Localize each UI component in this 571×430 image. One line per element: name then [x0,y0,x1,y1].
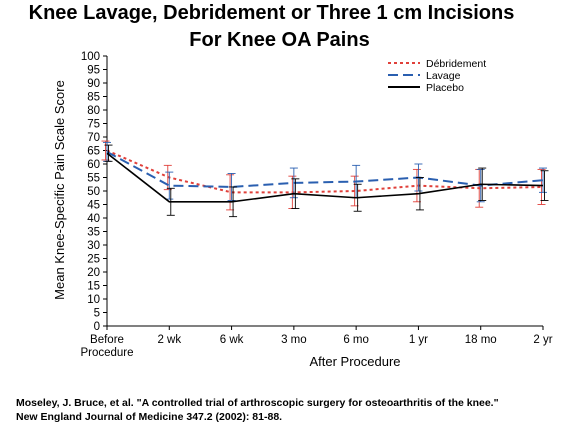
y-tick-label: 90 [87,78,100,90]
citation-line-1: Moseley, J. Bruce, et al. "A controlled … [16,397,499,409]
citation-line-2: New England Journal of Medicine 347.2 (2… [16,411,283,423]
y-tick-label: 80 [87,105,100,117]
y-tick-label: 25 [87,254,100,266]
y-tick-label: 55 [87,173,100,185]
x-tick-label: 1 yr [409,334,428,346]
series-group [101,140,549,218]
y-tick-label: 85 [87,92,100,104]
x-axis-title: After Procedure [309,354,400,369]
y-tick-label: 0 [94,321,100,333]
x-tick-label: Before [90,334,124,346]
y-tick-label: 35 [87,227,100,239]
series-dbridement [101,140,546,211]
legend-label: Placebo [426,82,464,94]
x-tick-label: 3 mo [281,334,307,346]
series-lavage [103,141,547,203]
x-tick-label: 2 yr [533,334,552,346]
series-line [106,150,544,188]
y-tick-label: 60 [87,159,100,171]
legend-label: Lavage [426,70,461,82]
legend-label: Débridement [426,58,486,70]
y-tick-label: 20 [87,267,100,279]
y-tick-label: 40 [87,213,100,225]
x-tick-label: 2 wk [157,334,181,346]
y-tick-label: 65 [87,146,100,158]
chart-title-line-2: For Knee OA Pains [189,29,370,51]
y-tick-label: 75 [87,119,100,131]
y-tick-label: 10 [87,294,100,306]
citation: Moseley, J. Bruce, et al. "A controlled … [16,396,566,424]
series-line [106,149,544,194]
axes [106,56,543,327]
y-tick-label: 45 [87,200,100,212]
series-line [106,152,544,203]
y-tick-label: 15 [87,281,100,293]
x-tick-label: 6 wk [220,334,244,346]
x-tick-label: Procedure [80,347,133,359]
series-placebo [104,144,549,218]
y-tick-label: 70 [87,132,100,144]
y-tick-label: 5 [94,308,100,320]
y-axis-title: Mean Knee-Specific Pain Scale Score [52,80,67,300]
x-tick-label: 6 mo [343,334,369,346]
y-tick-label: 50 [87,186,100,198]
x-tick-label: 18 mo [465,334,497,346]
chart-title-line-1: Knee Lavage, Debridement or Three 1 cm I… [28,2,515,24]
y-tick-label: 100 [81,51,100,63]
y-tick-label: 30 [87,240,100,252]
y-tick-label: 95 [87,65,100,77]
